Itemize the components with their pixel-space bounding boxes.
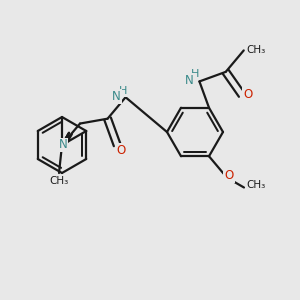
Text: CH₃: CH₃ <box>50 176 69 186</box>
Text: CH₃: CH₃ <box>246 45 266 56</box>
Text: N: N <box>112 90 121 103</box>
Text: O: O <box>224 169 234 182</box>
Text: O: O <box>116 143 126 157</box>
Text: N: N <box>185 74 194 87</box>
Text: N: N <box>58 139 68 152</box>
Text: CH₃: CH₃ <box>246 181 266 190</box>
Text: O: O <box>243 88 252 101</box>
Text: H: H <box>191 69 200 80</box>
Text: H: H <box>118 86 127 96</box>
